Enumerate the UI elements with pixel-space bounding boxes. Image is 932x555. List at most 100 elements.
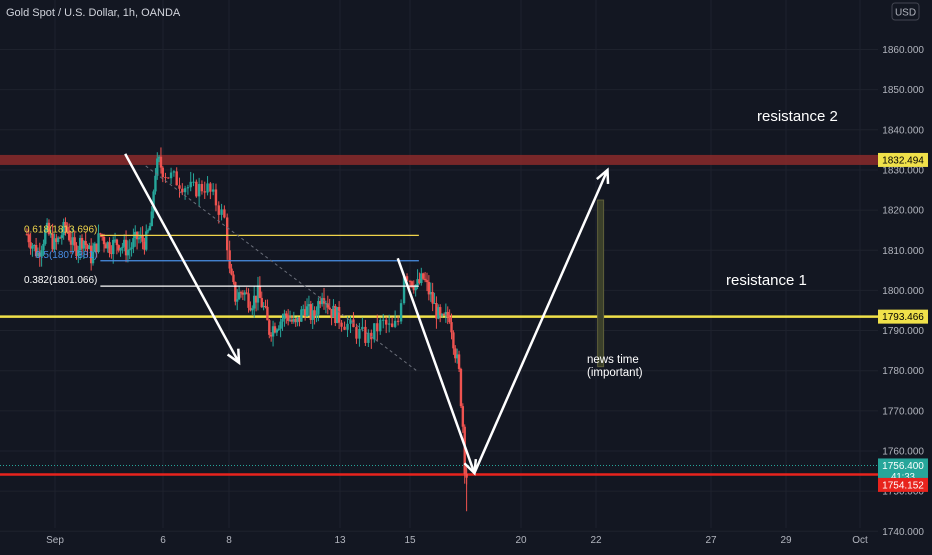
candle-body xyxy=(115,239,119,246)
chart-title: Gold Spot / U.S. Dollar, 1h, OANDA xyxy=(6,7,181,19)
candles xyxy=(25,147,468,512)
currency-badge[interactable]: USD xyxy=(891,2,920,21)
candle-body xyxy=(45,222,49,231)
candle-body xyxy=(117,245,120,251)
price-badge-support: 1754.152 xyxy=(882,480,924,491)
candle-body xyxy=(334,305,337,323)
y-tick-label: 1740.000 xyxy=(882,527,924,538)
candle-body xyxy=(139,235,142,239)
candle-body xyxy=(143,241,146,250)
y-tick-label: 1770.000 xyxy=(882,406,924,417)
candle-body xyxy=(437,307,440,319)
candle-body xyxy=(364,326,367,343)
candle-body xyxy=(60,235,64,238)
fib-level-label: 0.382(1801.066) xyxy=(24,275,97,286)
candle-body xyxy=(80,237,84,249)
candle-body xyxy=(137,238,141,240)
trend-line-dashed[interactable] xyxy=(145,165,417,372)
x-tick-label: 27 xyxy=(705,535,717,546)
candle-body xyxy=(27,234,30,243)
candle-body xyxy=(124,239,128,256)
candle-body xyxy=(95,243,98,252)
price-badge-resistance-2-bg xyxy=(878,152,928,167)
candle-body xyxy=(82,241,86,249)
candle-body xyxy=(64,221,67,227)
x-tick-label: 13 xyxy=(334,535,346,546)
candle-body xyxy=(258,285,262,298)
candle-body xyxy=(214,189,218,206)
candle-body xyxy=(264,305,267,307)
y-tick-label: 1780.000 xyxy=(882,366,924,377)
candle-body xyxy=(337,306,341,323)
candle-body xyxy=(292,319,296,322)
candle-body xyxy=(346,323,349,330)
candle-body xyxy=(290,319,294,322)
x-tick-label: 6 xyxy=(160,535,166,546)
candle-body xyxy=(279,321,282,329)
candle-body xyxy=(206,183,209,193)
candle-body xyxy=(408,280,412,282)
fib-level-label: 0.618(1813.696) xyxy=(24,224,97,235)
y-tick-label: 1750.000 xyxy=(882,487,924,498)
candle-body xyxy=(273,326,277,333)
up-arrow[interactable] xyxy=(473,167,610,474)
axes: 1740.000 1750.000 1760.000 1770.000 1780.000… xyxy=(46,45,928,546)
y-tick-label: 1810.000 xyxy=(882,246,924,257)
candle-body xyxy=(349,319,352,324)
candle-body xyxy=(29,242,32,249)
candle-body xyxy=(330,309,333,318)
candle-body xyxy=(399,303,403,322)
candle-body xyxy=(425,280,429,282)
candle-body xyxy=(393,320,397,327)
candle-body xyxy=(195,181,198,197)
candle-body xyxy=(440,314,444,316)
price-badge-resistance-1-bg xyxy=(878,309,928,324)
candle-body xyxy=(152,191,155,212)
candle-body xyxy=(220,209,223,215)
candle-body xyxy=(298,317,301,322)
candle-body xyxy=(102,236,106,245)
candle-body xyxy=(62,221,65,236)
candle-body xyxy=(245,292,248,294)
candle-body xyxy=(454,348,457,359)
candle-body xyxy=(31,246,34,249)
candle-body xyxy=(414,284,417,291)
candle-body xyxy=(51,233,54,250)
candle-body xyxy=(252,295,256,309)
candle-body xyxy=(211,189,215,192)
candle-body xyxy=(130,247,133,250)
candle-body xyxy=(203,191,206,193)
candle-body xyxy=(382,319,385,321)
candle-body xyxy=(302,309,305,311)
candle-body xyxy=(66,226,69,232)
candle-body xyxy=(47,222,51,235)
candle-body xyxy=(34,244,38,257)
candle-body xyxy=(452,332,455,349)
candle-body xyxy=(275,329,279,333)
candle-body xyxy=(239,292,243,294)
resistance-2-zone xyxy=(0,154,878,165)
candle-body xyxy=(277,328,280,330)
fib-level-label: 0.5(1807.381) xyxy=(35,250,97,261)
news-important-label: (important) xyxy=(587,367,643,379)
price-badge-resistance-2: 1832.494 xyxy=(882,155,924,166)
x-tick-label: 29 xyxy=(780,535,792,546)
candle-body xyxy=(442,314,446,316)
candle-body xyxy=(307,304,311,307)
candle-body xyxy=(286,315,290,321)
candle-body xyxy=(305,306,309,317)
down-arrow-1[interactable] xyxy=(124,153,241,366)
candle-body xyxy=(75,245,78,256)
candle-body xyxy=(67,231,71,241)
x-tick-label: Oct xyxy=(852,535,868,546)
candle-body xyxy=(373,323,376,340)
candle-body xyxy=(161,167,164,178)
candle-body xyxy=(189,181,192,188)
candle-body xyxy=(367,332,370,343)
drawings[interactable]: 0.618(1813.696) 0.5(1807.381) 0.382(1801.0… xyxy=(24,108,838,476)
candle-body xyxy=(317,301,320,315)
news-time-marker[interactable] xyxy=(597,199,605,368)
